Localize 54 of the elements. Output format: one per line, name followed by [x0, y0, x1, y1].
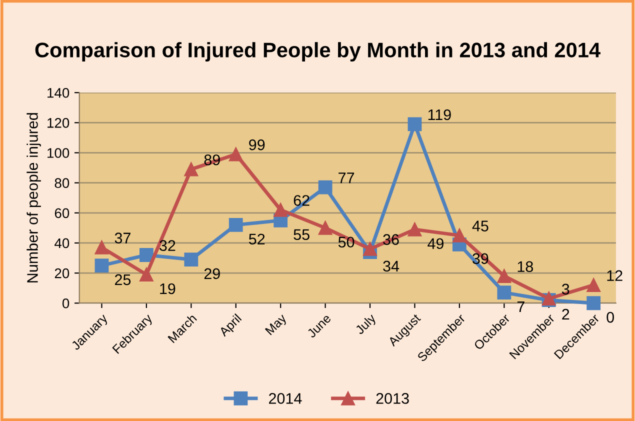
data-label: 99: [249, 139, 265, 150]
point: [408, 117, 422, 132]
data-label: 37: [114, 232, 130, 244]
point: [586, 296, 601, 310]
legend-label: 2014: [269, 393, 302, 404]
data-label: 19: [160, 283, 176, 294]
data-label: 18: [518, 261, 533, 272]
x-tick-label: July: [354, 312, 378, 337]
y-tick-label: 20: [54, 268, 70, 278]
data-label: 34: [383, 260, 400, 272]
data-label: 50: [338, 236, 354, 248]
point: [228, 218, 243, 232]
data-label: 36: [383, 234, 399, 245]
data-label: 29: [204, 268, 220, 280]
chart-title: Comparison of Injured People by Month in 2013 and 2014: [35, 42, 600, 62]
point: [184, 162, 198, 176]
point: [452, 228, 466, 242]
legend-label: 2013: [376, 393, 409, 404]
point: [497, 286, 512, 300]
data-label: 119: [428, 109, 451, 120]
point: [140, 248, 154, 262]
point: [228, 147, 243, 162]
point: [94, 240, 109, 254]
y-tick-label: 0: [62, 298, 70, 308]
point: [363, 242, 377, 256]
point: [140, 268, 154, 282]
point: [586, 278, 601, 292]
point: [318, 180, 332, 194]
y-tick-label: 60: [54, 208, 70, 218]
data-label: 7: [517, 302, 524, 312]
y-tick-label: 80: [54, 178, 70, 188]
y-tick-label: 40: [54, 238, 70, 248]
data-label: 32: [160, 240, 176, 251]
data-label: 52: [248, 234, 265, 245]
y-tick-label: 100: [48, 148, 70, 158]
point: [408, 222, 422, 236]
x-tick-label: May: [264, 313, 289, 338]
data-label: 89: [204, 154, 220, 166]
data-label: 77: [338, 172, 354, 184]
y-axis-title: Number of people injured: [26, 113, 41, 282]
point: [318, 220, 332, 235]
data-label: 25: [115, 274, 131, 286]
point: [94, 258, 109, 272]
data-label: 49: [428, 238, 444, 250]
data-label: 0: [606, 312, 614, 323]
data-label: 12: [607, 270, 622, 281]
y-tick-label: 140: [48, 88, 70, 98]
y-tick-label: 120: [48, 118, 70, 128]
point: [184, 252, 198, 266]
point: [274, 202, 288, 217]
point: [497, 269, 512, 283]
data-label: 55: [294, 229, 310, 240]
data-label: 3: [562, 284, 570, 295]
data-label: 45: [472, 220, 488, 232]
